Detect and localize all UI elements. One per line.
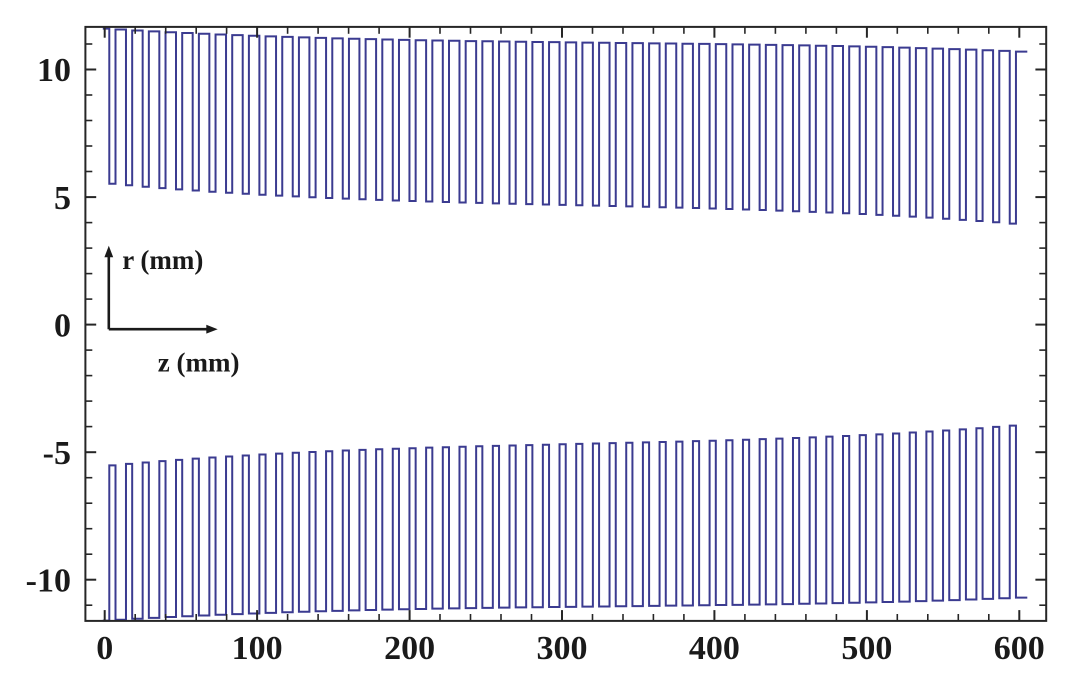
svg-text:z (mm): z (mm) xyxy=(158,348,240,378)
svg-text:400: 400 xyxy=(689,630,740,667)
svg-text:500: 500 xyxy=(841,630,892,667)
svg-text:-5: -5 xyxy=(43,435,71,472)
svg-text:10: 10 xyxy=(37,52,71,89)
svg-text:-10: -10 xyxy=(26,562,71,599)
svg-text:0: 0 xyxy=(54,307,71,344)
svg-text:0: 0 xyxy=(96,630,113,667)
svg-text:200: 200 xyxy=(384,630,435,667)
svg-text:100: 100 xyxy=(232,630,283,667)
svg-text:300: 300 xyxy=(537,630,588,667)
svg-text:5: 5 xyxy=(54,180,71,217)
svg-text:600: 600 xyxy=(994,630,1045,667)
svg-text:r (mm): r (mm) xyxy=(122,245,203,275)
